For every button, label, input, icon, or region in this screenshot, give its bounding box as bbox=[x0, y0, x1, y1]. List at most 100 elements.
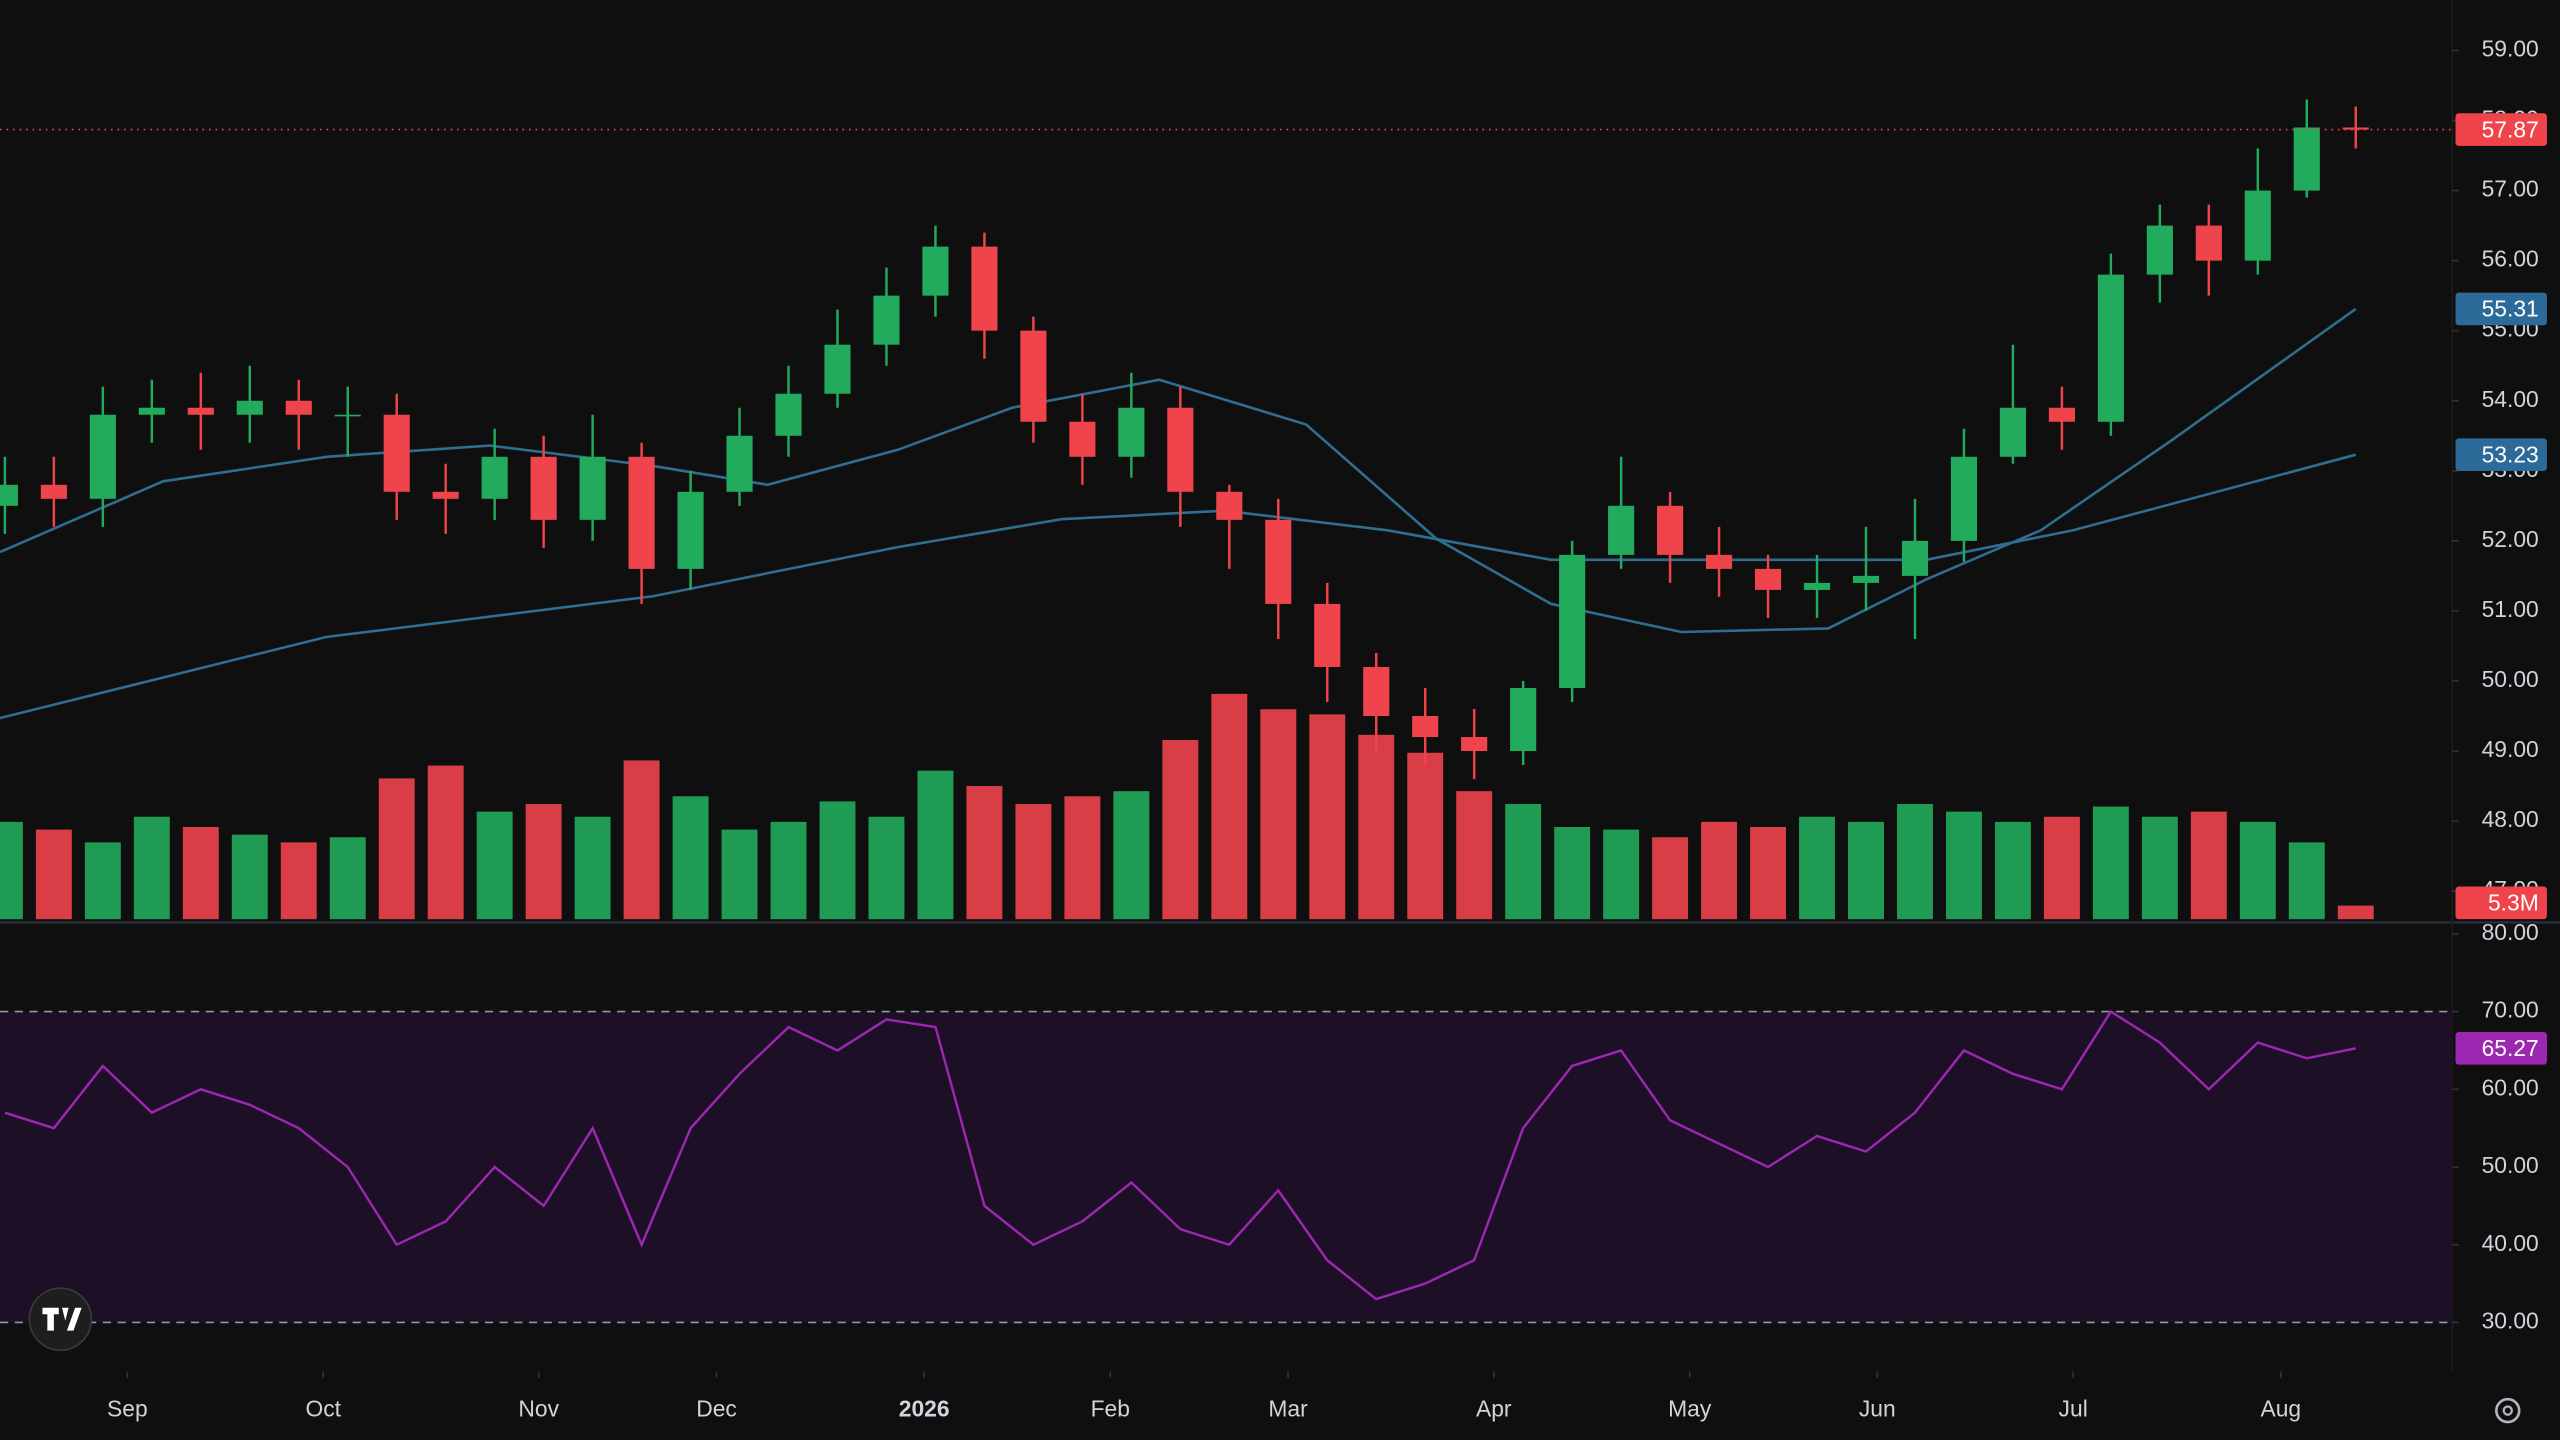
candle-body bbox=[1412, 716, 1439, 738]
volume-bar bbox=[2239, 821, 2276, 920]
candle-body bbox=[775, 393, 802, 436]
volume-bar bbox=[1064, 796, 1101, 920]
candle-body bbox=[530, 456, 557, 520]
volume-bar bbox=[574, 816, 611, 920]
candle-body bbox=[1901, 540, 1929, 576]
last-price-label: 57.87 bbox=[2482, 116, 2539, 142]
volume-bar bbox=[2190, 811, 2227, 920]
candle-body bbox=[1314, 603, 1341, 667]
candle-body bbox=[2195, 225, 2222, 261]
volume-bar bbox=[1652, 837, 1689, 920]
x-tick-label: Sep bbox=[107, 1396, 148, 1422]
volume-bar bbox=[672, 796, 709, 920]
candle-body bbox=[1950, 456, 1978, 541]
rsi-label: 65.27 bbox=[2482, 1035, 2539, 1061]
candle-body bbox=[1803, 582, 1831, 590]
candle-body bbox=[1216, 491, 1243, 520]
candle-body bbox=[481, 456, 508, 499]
candle-body bbox=[1852, 575, 1880, 583]
volume-bar bbox=[378, 778, 415, 920]
candle-body bbox=[1706, 554, 1733, 569]
moving-average bbox=[0, 307, 2357, 634]
y-tick-label: 48.00 bbox=[2482, 806, 2539, 832]
ma-label-box bbox=[2455, 438, 2547, 472]
candle-body bbox=[1167, 407, 1194, 492]
candle-body bbox=[1461, 737, 1488, 752]
volume-bar bbox=[1309, 714, 1346, 920]
candle-body bbox=[628, 456, 655, 569]
volume-bar bbox=[1799, 816, 1835, 920]
candle-body bbox=[236, 400, 263, 415]
candle-body bbox=[873, 295, 900, 345]
volume-bar bbox=[1848, 821, 1884, 920]
candle-body bbox=[1069, 421, 1096, 457]
candle-body bbox=[2342, 127, 2369, 130]
volume-bar bbox=[1603, 829, 1640, 920]
last-price-label-box bbox=[2455, 113, 2547, 146]
candle-body bbox=[1363, 666, 1390, 717]
volume-bar bbox=[1994, 821, 2031, 920]
x-tick-label: Apr bbox=[1476, 1396, 1512, 1422]
candle-body bbox=[89, 414, 116, 499]
rsi-label-box bbox=[2455, 1032, 2547, 1065]
settings-button[interactable] bbox=[2495, 1397, 2521, 1424]
volume-bar bbox=[1162, 739, 1199, 920]
volume-bar bbox=[1701, 821, 1738, 920]
candle-body bbox=[1118, 407, 1145, 457]
volume-bar bbox=[1750, 827, 1787, 920]
gear-center bbox=[2502, 1405, 2513, 1416]
volume-bar bbox=[770, 821, 807, 920]
logo-circle[interactable] bbox=[28, 1287, 93, 1352]
x-tick-label: 2026 bbox=[899, 1396, 950, 1422]
volume-bar bbox=[966, 786, 1003, 920]
rsi-tick-label: 60.00 bbox=[2482, 1074, 2539, 1100]
candle-body bbox=[0, 484, 18, 506]
volume-label: 5.3M bbox=[2488, 890, 2539, 916]
volume-bar bbox=[1358, 734, 1395, 920]
x-tick-label: May bbox=[1668, 1396, 1712, 1422]
volume-bar bbox=[1456, 791, 1493, 920]
volume-bar bbox=[1211, 693, 1248, 920]
candle-body bbox=[677, 491, 704, 569]
volume-bar bbox=[917, 770, 954, 920]
rsi-line bbox=[4, 1009, 2356, 1301]
tradingview-logo[interactable] bbox=[28, 1287, 93, 1352]
candle-body bbox=[285, 400, 312, 415]
candle-body bbox=[40, 484, 67, 499]
volume-bar bbox=[1945, 811, 1982, 920]
gear-icon[interactable] bbox=[2495, 1397, 2521, 1424]
rsi-tick-label: 40.00 bbox=[2482, 1230, 2539, 1256]
y-tick-label: 52.00 bbox=[2482, 526, 2539, 552]
volume-bar bbox=[133, 816, 170, 920]
volume-bar bbox=[35, 829, 72, 920]
volume-bar bbox=[868, 816, 905, 920]
volume-bar bbox=[1015, 803, 1052, 920]
candle-body bbox=[726, 435, 753, 492]
x-tick-label: Oct bbox=[305, 1396, 341, 1422]
candle-body bbox=[1608, 505, 1635, 555]
y-tick-label: 59.00 bbox=[2482, 35, 2539, 61]
y-tick-label: 50.00 bbox=[2482, 666, 2539, 692]
volume-bar bbox=[329, 837, 366, 920]
volume-bar bbox=[721, 829, 758, 920]
candle-body bbox=[1657, 505, 1684, 555]
candle-body bbox=[1754, 568, 1782, 590]
volume-bar bbox=[623, 760, 660, 920]
ma-label-box bbox=[2455, 292, 2547, 326]
volume-bar bbox=[231, 834, 268, 920]
volume-label-box bbox=[2455, 886, 2547, 920]
candle-body bbox=[1559, 554, 1586, 688]
y-tick-label: 56.00 bbox=[2482, 246, 2539, 272]
volume-bar bbox=[819, 801, 856, 920]
candle-body bbox=[1020, 330, 1047, 422]
x-tick-label: Aug bbox=[2260, 1396, 2301, 1422]
candle-body bbox=[1999, 407, 2026, 457]
y-tick-label: 57.00 bbox=[2482, 176, 2539, 202]
volume-bar bbox=[1407, 752, 1444, 920]
candle-body bbox=[2048, 407, 2075, 422]
x-tick-label: Dec bbox=[696, 1396, 737, 1422]
rsi-tick-label: 30.00 bbox=[2482, 1307, 2539, 1333]
moving-average bbox=[0, 453, 2357, 720]
volume-bar bbox=[2092, 806, 2129, 920]
rsi-tick-label: 70.00 bbox=[2482, 997, 2539, 1023]
